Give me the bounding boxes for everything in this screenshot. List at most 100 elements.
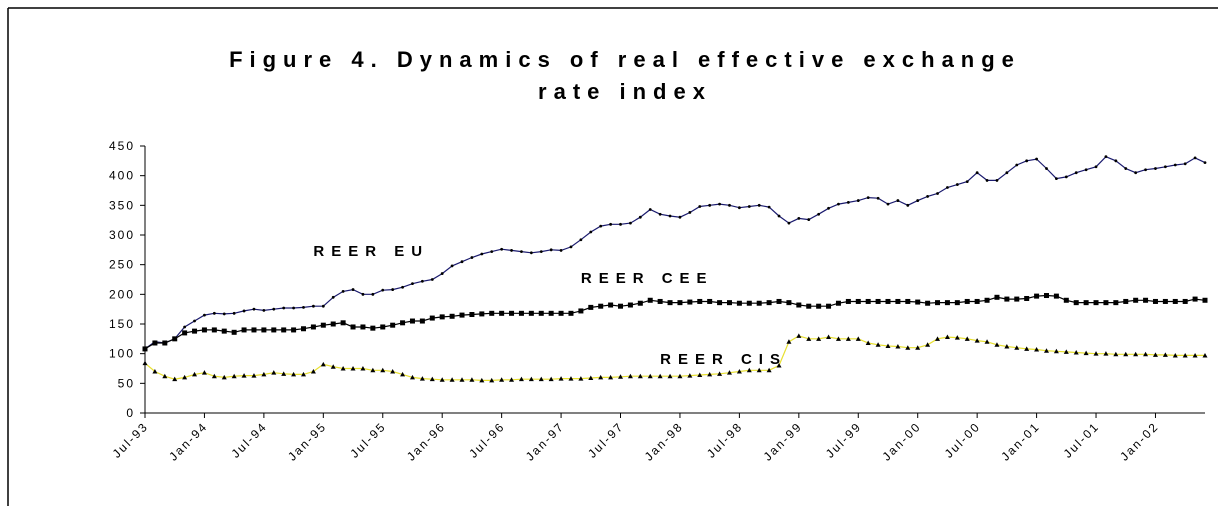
marker-triangle (608, 374, 614, 380)
marker-dot (391, 288, 395, 291)
marker-square (915, 299, 921, 305)
marker-square (925, 300, 931, 306)
marker-dot (381, 288, 385, 292)
marker-triangle (826, 334, 832, 340)
marker-triangle (1143, 351, 1149, 357)
marker-dot (1064, 175, 1068, 179)
x-tick-label: Jan-96 (404, 419, 448, 463)
y-tick-label: 200 (109, 287, 135, 301)
marker-triangle (1133, 351, 1139, 357)
marker-triangle (1202, 352, 1208, 358)
marker-triangle (558, 376, 564, 381)
marker-triangle (310, 368, 316, 374)
marker-triangle (1093, 351, 1099, 356)
marker-dot (1074, 171, 1078, 175)
marker-dot (757, 203, 761, 207)
marker-triangle (806, 336, 812, 341)
y-tick-label: 400 (109, 169, 135, 183)
marker-dot (1183, 162, 1187, 166)
x-tick-label: Jan-02 (1117, 419, 1161, 463)
marker-triangle (340, 366, 346, 371)
marker-square (667, 300, 673, 306)
marker-dot (1045, 167, 1048, 170)
marker-square (974, 298, 980, 304)
marker-square (1073, 300, 1079, 306)
marker-square (766, 300, 772, 306)
x-tick-label: Jan-99 (761, 419, 805, 463)
marker-dot (510, 249, 513, 252)
marker-square (885, 298, 891, 304)
marker-triangle (578, 376, 584, 381)
marker-dot (688, 211, 692, 214)
marker-dot (965, 180, 969, 184)
marker-dot (1193, 156, 1197, 160)
x-tick-label: Jan-98 (642, 419, 686, 463)
marker-dot (837, 202, 840, 206)
x-tick-label: Jul-93 (110, 419, 151, 460)
marker-dot (1094, 165, 1098, 169)
marker-square (1024, 295, 1030, 301)
marker-square (1063, 297, 1069, 303)
marker-triangle (400, 371, 406, 377)
marker-dot (549, 248, 553, 252)
marker-triangle (1182, 352, 1188, 358)
marker-dot (807, 218, 811, 221)
marker-triangle (152, 368, 158, 374)
marker-dot (886, 202, 890, 206)
marker-triangle (697, 372, 703, 378)
marker-square (301, 326, 307, 332)
marker-square (370, 325, 376, 331)
marker-triangle (865, 340, 871, 345)
x-tick-label: Jul-98 (704, 419, 745, 460)
marker-triangle (845, 336, 851, 341)
marker-dot (846, 200, 850, 204)
marker-triangle (221, 374, 227, 380)
marker-triangle (489, 377, 495, 383)
marker-triangle (231, 373, 237, 379)
marker-dot (737, 206, 741, 210)
marker-dot (1144, 168, 1147, 172)
marker-square (627, 302, 633, 308)
marker-triangle (1123, 351, 1129, 357)
marker-triangle (509, 377, 515, 382)
marker-dot (222, 312, 226, 316)
marker-dot (856, 199, 860, 202)
marker-triangle (192, 371, 198, 377)
marker-triangle (796, 333, 802, 338)
marker-square (459, 312, 465, 318)
x-tick-label: Jul-00 (942, 419, 983, 460)
marker-square (241, 327, 247, 333)
marker-dot (747, 205, 751, 208)
marker-dot (1203, 161, 1207, 165)
marker-square (528, 310, 534, 316)
marker-square (736, 300, 742, 306)
y-tick-label: 0 (126, 406, 135, 420)
marker-square (449, 313, 455, 319)
marker-triangle (518, 376, 524, 382)
marker-dot (232, 311, 236, 315)
marker-triangle (964, 336, 970, 341)
marker-triangle (786, 339, 792, 344)
marker-square (1133, 297, 1139, 303)
marker-square (231, 329, 237, 335)
series-label: REER EU (313, 243, 429, 260)
marker-dot (638, 215, 642, 219)
marker-triangle (182, 374, 188, 380)
marker-triangle (627, 373, 633, 379)
marker-square (637, 300, 643, 306)
marker-square (509, 310, 515, 316)
marker-dot (252, 307, 256, 311)
marker-triangle (618, 374, 624, 379)
marker-triangle (994, 342, 1000, 347)
marker-dot (777, 214, 781, 218)
marker-dot (985, 179, 989, 182)
marker-dot (896, 199, 900, 202)
x-tick-label: Jul-94 (229, 419, 270, 460)
marker-square (310, 324, 316, 330)
marker-dot (648, 208, 652, 211)
marker-square (677, 300, 683, 306)
marker-triangle (459, 377, 465, 382)
marker-dot (599, 224, 603, 228)
marker-square (598, 303, 604, 309)
marker-dot (1025, 159, 1029, 163)
